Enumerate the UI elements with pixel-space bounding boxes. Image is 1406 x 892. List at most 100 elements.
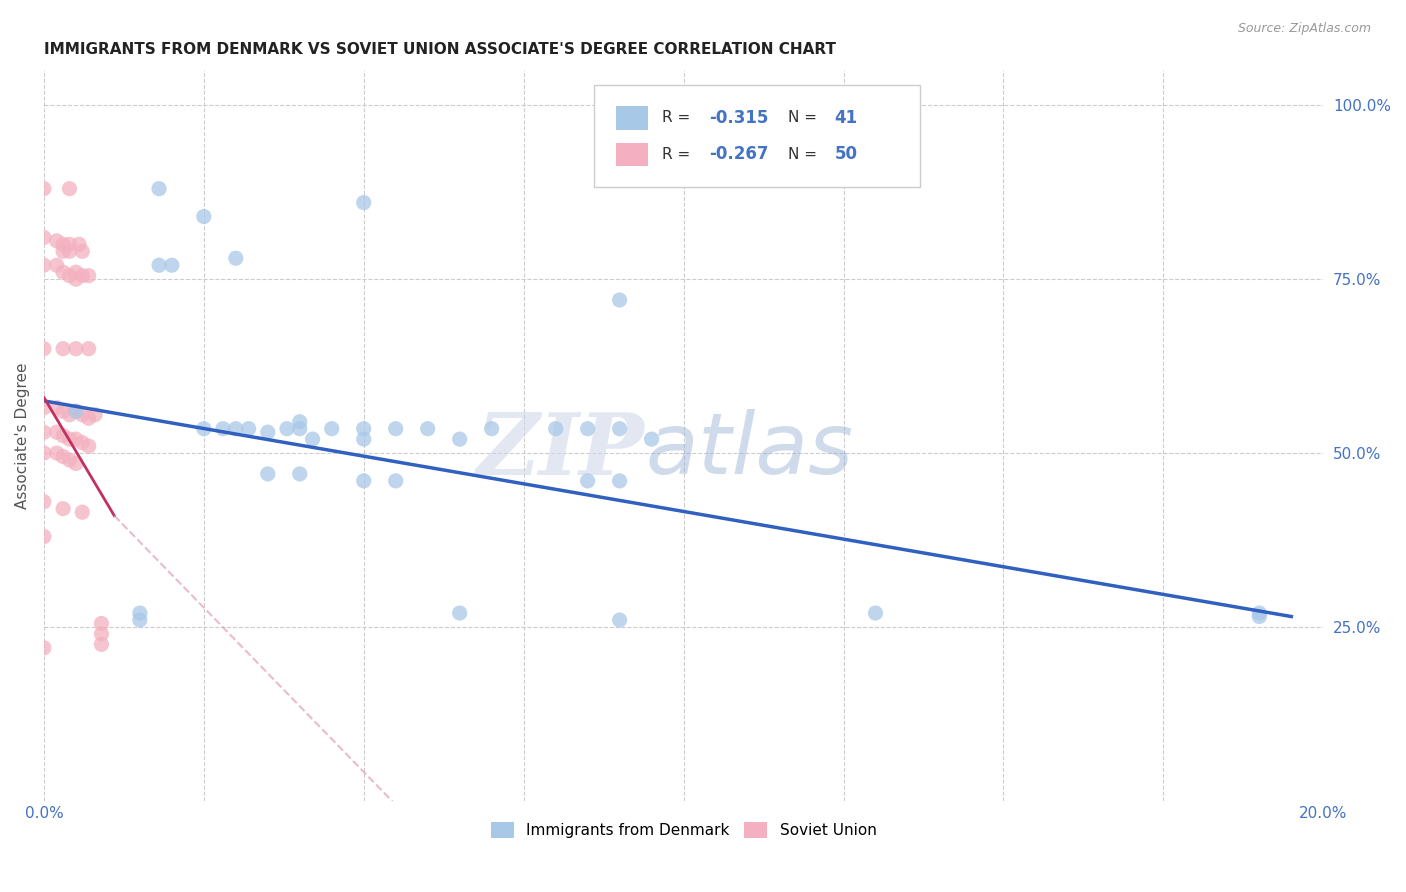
- Text: N =: N =: [789, 147, 817, 162]
- Point: [32, 258, 55, 272]
- Text: R =: R =: [662, 111, 690, 126]
- Point: [288, 467, 311, 481]
- Point: [77, 268, 100, 283]
- Point: [65, 404, 87, 418]
- Point: [609, 474, 631, 488]
- Point: [45, 234, 67, 248]
- Point: [321, 422, 343, 436]
- Point: [72, 435, 94, 450]
- Point: [65, 457, 87, 471]
- Legend: Immigrants from Denmark, Soviet Union: Immigrants from Denmark, Soviet Union: [485, 816, 883, 845]
- Point: [148, 182, 170, 196]
- Point: [45, 425, 67, 440]
- Point: [32, 425, 55, 440]
- Point: [301, 432, 323, 446]
- Point: [609, 422, 631, 436]
- Point: [160, 258, 183, 272]
- Point: [52, 244, 75, 259]
- Point: [576, 474, 599, 488]
- FancyBboxPatch shape: [593, 85, 921, 187]
- Point: [77, 439, 100, 453]
- Point: [52, 265, 75, 279]
- Point: [148, 258, 170, 272]
- Bar: [616, 106, 648, 129]
- Point: [84, 408, 107, 422]
- Point: [52, 428, 75, 442]
- Y-axis label: Associate's Degree: Associate's Degree: [15, 362, 30, 509]
- Point: [72, 505, 94, 519]
- Point: [65, 265, 87, 279]
- Point: [640, 432, 662, 446]
- Point: [609, 293, 631, 307]
- Point: [58, 268, 80, 283]
- Text: -0.315: -0.315: [709, 109, 769, 127]
- Text: 41: 41: [835, 109, 858, 127]
- Point: [77, 342, 100, 356]
- Point: [32, 446, 55, 460]
- Point: [77, 411, 100, 425]
- Point: [58, 244, 80, 259]
- Point: [256, 467, 278, 481]
- Point: [90, 616, 112, 631]
- Point: [67, 237, 90, 252]
- Point: [1249, 606, 1271, 620]
- Point: [238, 422, 260, 436]
- Point: [225, 422, 247, 436]
- Point: [32, 182, 55, 196]
- Point: [449, 432, 471, 446]
- Point: [32, 401, 55, 415]
- Point: [45, 446, 67, 460]
- Point: [353, 474, 375, 488]
- Point: [256, 425, 278, 440]
- Point: [90, 627, 112, 641]
- Point: [52, 404, 75, 418]
- Point: [128, 613, 150, 627]
- Point: [416, 422, 439, 436]
- Text: atlas: atlas: [645, 409, 853, 491]
- Point: [58, 453, 80, 467]
- Text: ZIP: ZIP: [477, 409, 645, 492]
- Point: [32, 640, 55, 655]
- Point: [32, 494, 55, 508]
- Point: [865, 606, 887, 620]
- Point: [58, 237, 80, 252]
- Bar: [616, 143, 648, 166]
- Point: [32, 529, 55, 543]
- Point: [193, 210, 215, 224]
- Point: [52, 342, 75, 356]
- Text: Source: ZipAtlas.com: Source: ZipAtlas.com: [1237, 22, 1371, 36]
- Point: [58, 408, 80, 422]
- Point: [353, 432, 375, 446]
- Point: [288, 415, 311, 429]
- Point: [225, 252, 247, 266]
- Point: [72, 408, 94, 422]
- Point: [544, 422, 567, 436]
- Point: [481, 422, 503, 436]
- Point: [384, 422, 406, 436]
- Point: [58, 432, 80, 446]
- Point: [72, 244, 94, 259]
- Point: [353, 195, 375, 210]
- Point: [65, 404, 87, 418]
- Point: [58, 182, 80, 196]
- Point: [52, 501, 75, 516]
- Point: [449, 606, 471, 620]
- Point: [65, 272, 87, 286]
- Point: [72, 268, 94, 283]
- Text: IMMIGRANTS FROM DENMARK VS SOVIET UNION ASSOCIATE'S DEGREE CORRELATION CHART: IMMIGRANTS FROM DENMARK VS SOVIET UNION …: [44, 42, 837, 57]
- Point: [353, 422, 375, 436]
- Text: N =: N =: [789, 111, 817, 126]
- Point: [288, 422, 311, 436]
- Text: -0.267: -0.267: [709, 145, 769, 163]
- Point: [52, 450, 75, 464]
- Point: [384, 474, 406, 488]
- Point: [276, 422, 298, 436]
- Point: [45, 401, 67, 415]
- Point: [65, 432, 87, 446]
- Point: [128, 606, 150, 620]
- Point: [212, 422, 235, 436]
- Point: [45, 258, 67, 272]
- Point: [65, 342, 87, 356]
- Point: [32, 342, 55, 356]
- Point: [576, 422, 599, 436]
